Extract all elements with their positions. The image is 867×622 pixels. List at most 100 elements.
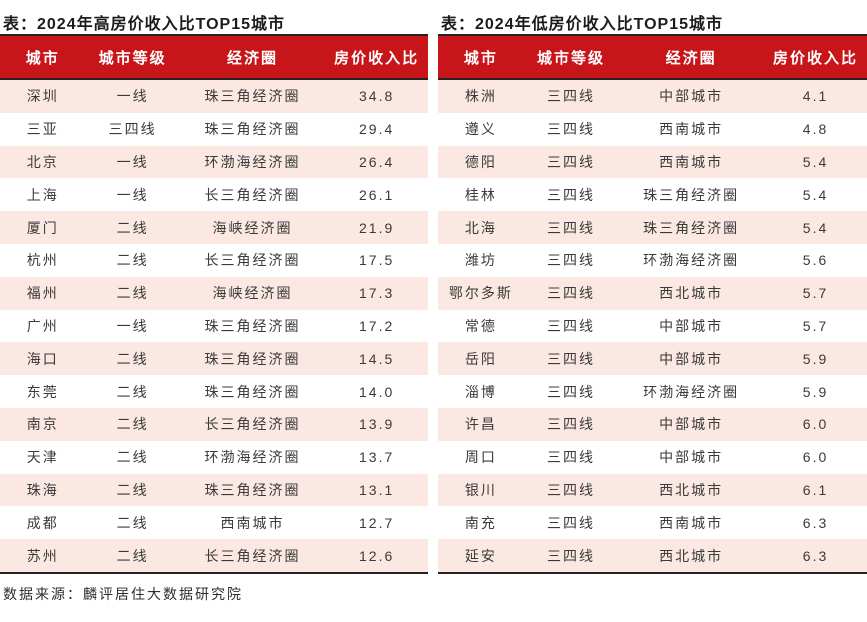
table-cell: 三四线 bbox=[546, 383, 595, 400]
table-row: 许昌 三四线 中部城市 6.0 bbox=[438, 407, 867, 441]
table-cell: 三四线 bbox=[546, 153, 595, 170]
table-row: 南充 三四线 西南城市 6.3 bbox=[438, 506, 867, 540]
table-cell: 珠三角经济圈 bbox=[204, 88, 301, 105]
table-cell: 珠三角经济圈 bbox=[204, 317, 301, 334]
table-title-high: 表：2024年高房价收入比TOP15城市 bbox=[3, 16, 285, 33]
table-row: 德阳 三四线 西南城市 5.4 bbox=[438, 145, 867, 179]
table-cell: 5.6 bbox=[802, 252, 829, 269]
table-cell: 北海 bbox=[464, 219, 497, 236]
table-cell: 珠海 bbox=[26, 481, 59, 498]
column-header-tier: 城市等级 bbox=[85, 35, 180, 80]
table-row: 成都 二线 西南城市 12.7 bbox=[0, 506, 428, 540]
table-row: 常德 三四线 中部城市 5.7 bbox=[438, 309, 867, 343]
table-cell: 西南城市 bbox=[659, 514, 724, 531]
header-row: 城市 城市等级 经济圈 房价收入比 bbox=[0, 35, 428, 80]
table-row: 苏州 二线 长三角经济圈 12.6 bbox=[0, 539, 428, 573]
table-cell: 海峡经济圈 bbox=[212, 219, 293, 236]
table-cell: 26.4 bbox=[359, 153, 395, 170]
table-cell: 西北城市 bbox=[659, 481, 724, 498]
table-cell: 东莞 bbox=[26, 383, 59, 400]
table-cell: 中部城市 bbox=[659, 350, 724, 367]
table-cell: 5.7 bbox=[802, 317, 829, 334]
table-cell: 苏州 bbox=[26, 547, 59, 564]
high-ratio-table: 城市 城市等级 经济圈 房价收入比 深圳 一线 珠三角经济圈 34.8 三亚 三四线 珠三角… bbox=[0, 34, 428, 574]
table-cell: 14.5 bbox=[359, 350, 395, 367]
table-cell: 三四线 bbox=[546, 88, 595, 105]
table-row: 上海 一线 长三角经济圈 26.1 bbox=[0, 178, 428, 212]
table-row: 福州 二线 海峡经济圈 17.3 bbox=[0, 276, 428, 310]
table-cell: 二线 bbox=[116, 383, 149, 400]
table-cell: 三四线 bbox=[546, 481, 595, 498]
table-cell: 上海 bbox=[26, 186, 59, 203]
table-cell: 13.7 bbox=[359, 449, 395, 466]
table-row: 周口 三四线 中部城市 6.0 bbox=[438, 440, 867, 474]
table-cell: 环渤海经济圈 bbox=[643, 252, 740, 269]
table-cell: 中部城市 bbox=[659, 317, 724, 334]
table-cell: 一线 bbox=[116, 186, 149, 203]
column-header-city: 城市 bbox=[438, 35, 524, 80]
table-cell: 二线 bbox=[116, 449, 149, 466]
table-cell: 17.2 bbox=[359, 317, 395, 334]
table-row: 北京 一线 环渤海经济圈 26.4 bbox=[0, 145, 428, 179]
column-header-zone: 经济圈 bbox=[179, 35, 326, 80]
table-row: 银川 三四线 西北城市 6.1 bbox=[438, 473, 867, 507]
table-title-low: 表：2024年低房价收入比TOP15城市 bbox=[441, 16, 723, 33]
table-cell: 6.3 bbox=[802, 514, 829, 531]
table-cell: 5.9 bbox=[802, 350, 829, 367]
table-cell: 4.8 bbox=[802, 121, 829, 138]
table-row: 珠海 二线 珠三角经济圈 13.1 bbox=[0, 473, 428, 507]
table-cell: 二线 bbox=[116, 219, 149, 236]
table-cell: 12.7 bbox=[359, 514, 395, 531]
table-cell: 34.8 bbox=[359, 88, 395, 105]
table-cell: 17.5 bbox=[359, 252, 395, 269]
table-cell: 珠三角经济圈 bbox=[204, 121, 301, 138]
table-cell: 三四线 bbox=[546, 252, 595, 269]
table-cell: 三四线 bbox=[546, 219, 595, 236]
table-cell: 三四线 bbox=[546, 317, 595, 334]
high-ratio-table-body: 深圳 一线 珠三角经济圈 34.8 三亚 三四线 珠三角经济圈 29.4 北京 一线 环渤海经济圈 2… bbox=[0, 79, 428, 573]
data-source-note: 数据来源：麟评居住大数据研究院 bbox=[3, 585, 243, 602]
table-cell: 4.1 bbox=[802, 88, 829, 105]
table-row: 株洲 三四线 中部城市 4.1 bbox=[438, 79, 867, 113]
table-row: 淄博 三四线 环渤海经济圈 5.9 bbox=[438, 375, 867, 408]
table-cell: 三四线 bbox=[546, 186, 595, 203]
table-row: 延安 三四线 西北城市 6.3 bbox=[438, 539, 867, 573]
table-row: 广州 一线 珠三角经济圈 17.2 bbox=[0, 309, 428, 343]
table-cell: 深圳 bbox=[26, 88, 59, 105]
table-cell: 12.6 bbox=[359, 547, 395, 564]
table-cell: 三亚 bbox=[26, 121, 59, 138]
table-cell: 西南城市 bbox=[220, 514, 285, 531]
table-cell: 长三角经济圈 bbox=[204, 252, 301, 269]
table-cell: 鄂尔多斯 bbox=[448, 285, 513, 302]
table-cell: 环渤海经济圈 bbox=[204, 153, 301, 170]
table-cell: 延安 bbox=[464, 547, 497, 564]
table-cell: 许昌 bbox=[464, 416, 497, 433]
table-cell: 长三角经济圈 bbox=[204, 186, 301, 203]
table-cell: 5.4 bbox=[802, 219, 829, 236]
table-row: 厦门 二线 海峡经济圈 21.9 bbox=[0, 211, 428, 244]
table-cell: 珠三角经济圈 bbox=[643, 219, 740, 236]
table-cell: 桂林 bbox=[464, 186, 497, 203]
table-row: 南京 二线 长三角经济圈 13.9 bbox=[0, 407, 428, 441]
panel-high-ratio: 表：2024年高房价收入比TOP15城市 城市 城市等级 经济圈 房价收入比 深… bbox=[0, 0, 428, 574]
table-row: 鄂尔多斯 三四线 西北城市 5.7 bbox=[438, 276, 867, 310]
table-cell: 珠三角经济圈 bbox=[643, 186, 740, 203]
table-cell: 岳阳 bbox=[464, 350, 497, 367]
column-header-zone: 经济圈 bbox=[618, 35, 765, 80]
table-cell: 二线 bbox=[116, 514, 149, 531]
table-cell: 成都 bbox=[26, 514, 59, 531]
table-cell: 二线 bbox=[116, 416, 149, 433]
table-cell: 三四线 bbox=[546, 121, 595, 138]
table-cell: 海峡经济圈 bbox=[212, 285, 293, 302]
table-cell: 中部城市 bbox=[659, 416, 724, 433]
table-row: 北海 三四线 珠三角经济圈 5.4 bbox=[438, 211, 867, 244]
column-header-ratio: 房价收入比 bbox=[764, 35, 867, 80]
table-cell: 环渤海经济圈 bbox=[204, 449, 301, 466]
table-cell: 珠三角经济圈 bbox=[204, 383, 301, 400]
table-cell: 西北城市 bbox=[659, 285, 724, 302]
low-ratio-table: 城市 城市等级 经济圈 房价收入比 株洲 三四线 中部城市 4.1 遵义 三四线 西南城市 4… bbox=[438, 34, 867, 574]
table-cell: 海口 bbox=[26, 350, 59, 367]
table-row: 天津 二线 环渤海经济圈 13.7 bbox=[0, 440, 428, 474]
table-cell: 中部城市 bbox=[659, 88, 724, 105]
